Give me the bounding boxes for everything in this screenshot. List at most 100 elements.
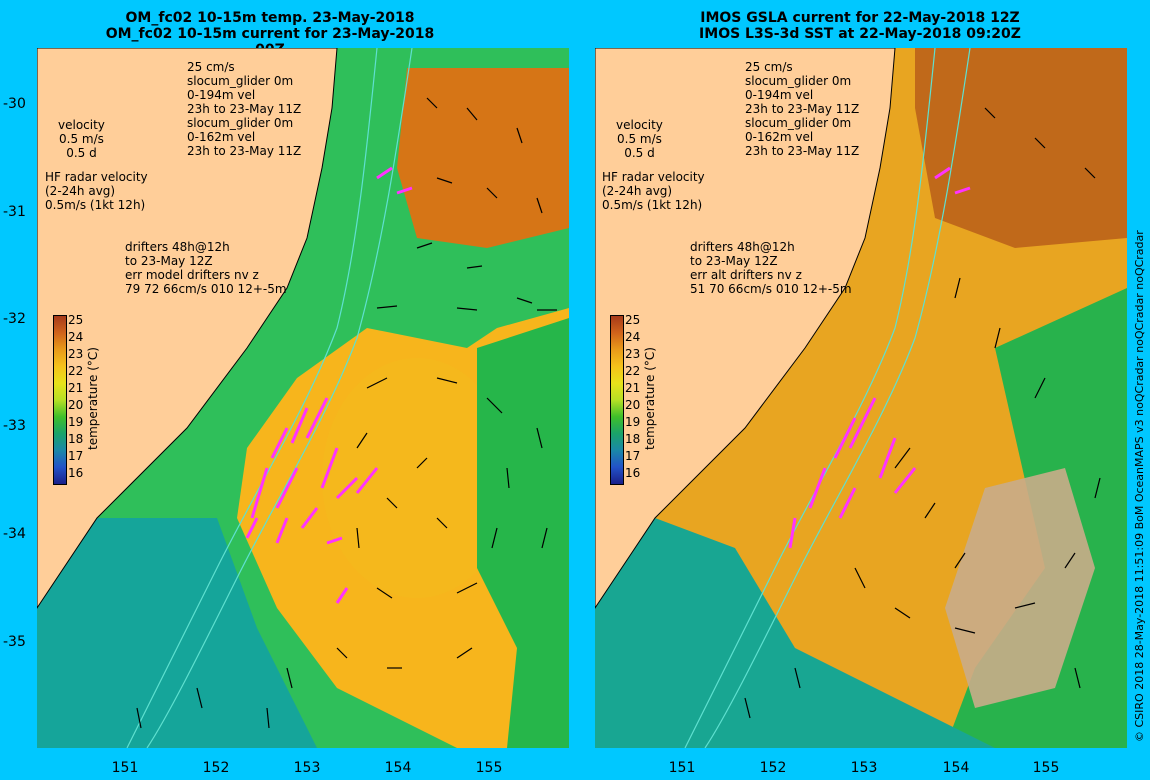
colorbar-tick: 22 — [68, 364, 84, 378]
colorbar-tick: 17 — [625, 449, 641, 463]
legend-line: velocity — [58, 118, 105, 132]
legend-line: drifters 48h@12h — [125, 240, 230, 254]
legend-line: 0.5 m/s — [617, 132, 662, 146]
lon-label: 151 — [668, 760, 696, 776]
lon-label: 153 — [293, 760, 321, 776]
legend-line: slocum_glider 0m — [187, 74, 294, 88]
right-drifters-legend: drifters 48h@12h to 23-May 12Z err alt d… — [690, 240, 852, 296]
colorbar-tick: 18 — [68, 432, 84, 446]
legend-line: 0-162m vel — [745, 130, 814, 144]
australia-land — [595, 48, 896, 609]
colorbar-tick: 18 — [625, 432, 641, 446]
colorbar-tick: 16 — [68, 466, 84, 480]
drifter-tracks — [788, 166, 971, 549]
hot-core — [397, 68, 569, 248]
right-map-panel — [595, 48, 1127, 748]
isobath-line-2 — [704, 48, 971, 748]
colorbar-tick: 24 — [625, 330, 641, 344]
colorbar-tick: 17 — [68, 449, 84, 463]
legend-line: velocity — [616, 118, 663, 132]
right-map-svg — [595, 48, 1127, 748]
legend-line: HF radar velocity — [45, 170, 148, 184]
right-panel-title: IMOS GSLA current for 22-May-2018 12Z IM… — [690, 10, 1030, 42]
lon-label: 153 — [850, 760, 878, 776]
legend-line: 79 72 66cm/s 010 12+-5m — [125, 282, 287, 296]
australia-land — [37, 48, 338, 609]
lon-label: 155 — [475, 760, 503, 776]
colorbar-tick: 20 — [68, 398, 84, 412]
legend-line: slocum_glider 0m — [187, 116, 294, 130]
legend-line: err alt drifters nv z — [690, 268, 802, 282]
lat-label: -34 — [3, 526, 26, 542]
current-arrows — [136, 97, 557, 729]
colorbar-tick: 23 — [625, 347, 641, 361]
legend-line: 23h to 23-May 11Z — [187, 102, 302, 116]
colorbar-tick: 19 — [68, 415, 84, 429]
left-map-svg — [37, 48, 569, 748]
colorbar-tick: 16 — [625, 466, 641, 480]
legend-line: 51 70 66cm/s 010 12+-5m — [690, 282, 852, 296]
colorbar-tick: 23 — [68, 347, 84, 361]
colorbar-tick: 20 — [625, 398, 641, 412]
eddy-core — [322, 358, 512, 598]
legend-line: HF radar velocity — [602, 170, 705, 184]
legend-line: 0-194m vel — [187, 88, 256, 102]
cool-south-water — [37, 518, 317, 748]
legend-line: 25 cm/s — [745, 60, 793, 74]
left-colorbar-unit: temperature (°C) — [86, 347, 100, 450]
colorbar-tick: 19 — [625, 415, 641, 429]
legend-line: (2-24h avg) — [45, 184, 116, 198]
legend-line: slocum_glider 0m — [745, 74, 852, 88]
lon-label: 154 — [942, 760, 970, 776]
legend-line: 0.5 m/s — [59, 132, 104, 146]
drifter-tracks — [245, 166, 413, 604]
left-colorbar — [53, 315, 67, 485]
left-map-panel — [37, 48, 569, 748]
left-drifters-legend: drifters 48h@12h to 23-May 12Z err model… — [125, 240, 287, 296]
left-velocity-scale: velocity 0.5 m/s 0.5 d — [58, 118, 105, 160]
lat-label: -35 — [3, 634, 26, 650]
legend-line: drifters 48h@12h — [690, 240, 795, 254]
legend-line: 23h to 23-May 11Z — [745, 102, 860, 116]
right-glider-legend: 25 cm/s slocum_glider 0m 0-194m vel 23h … — [745, 60, 859, 158]
lat-label: -31 — [3, 204, 26, 220]
right-hf-radar-legend: HF radar velocity (2-24h avg) 0.5m/s (1k… — [602, 170, 705, 212]
legend-line: 0-194m vel — [745, 88, 814, 102]
cloud-mask — [945, 468, 1095, 708]
legend-line: to 23-May 12Z — [125, 254, 213, 268]
legend-line: 0.5 d — [66, 146, 97, 160]
colorbar-tick: 25 — [625, 313, 641, 327]
legend-line: err model drifters nv z — [125, 268, 259, 282]
left-hf-radar-legend: HF radar velocity (2-24h avg) 0.5m/s (1k… — [45, 170, 148, 212]
legend-line: (2-24h avg) — [602, 184, 673, 198]
side-credit-note: © CSIRO 2018 28-May-2018 11:51:09 BoM Oc… — [1133, 230, 1146, 742]
right-title-line1: IMOS GSLA current for 22-May-2018 12Z — [700, 10, 1020, 26]
right-title-line2: IMOS L3S-3d SST at 22-May-2018 09:20Z — [699, 26, 1021, 42]
lat-label: -33 — [3, 418, 26, 434]
green-band — [477, 318, 569, 748]
legend-line: 0.5 d — [624, 146, 655, 160]
legend-line: 0.5m/s (1kt 12h) — [602, 198, 703, 212]
colorbar-tick: 22 — [625, 364, 641, 378]
lon-label: 152 — [202, 760, 230, 776]
isobath-line-2 — [146, 48, 413, 748]
legend-line: 23h to 23-May 11Z — [745, 144, 860, 158]
right-colorbar-unit: temperature (°C) — [643, 347, 657, 450]
legend-line: 25 cm/s — [187, 60, 235, 74]
lon-label: 154 — [384, 760, 412, 776]
lon-label: 152 — [759, 760, 787, 776]
current-arrows — [744, 107, 1101, 719]
lon-label: 155 — [1032, 760, 1060, 776]
left-title-line1: OM_fc02 10-15m temp. 23-May-2018 — [125, 10, 415, 26]
legend-line: slocum_glider 0m — [745, 116, 852, 130]
colorbar-tick: 24 — [68, 330, 84, 344]
colorbar-tick: 25 — [68, 313, 84, 327]
colorbar-tick: 21 — [625, 381, 641, 395]
lat-label: -32 — [3, 311, 26, 327]
hot-core — [915, 48, 1127, 248]
left-glider-legend: 25 cm/s slocum_glider 0m 0-194m vel 23h … — [187, 60, 301, 158]
legend-line: 23h to 23-May 11Z — [187, 144, 302, 158]
right-colorbar — [610, 315, 624, 485]
colorbar-tick: 21 — [68, 381, 84, 395]
legend-line: 0-162m vel — [187, 130, 256, 144]
